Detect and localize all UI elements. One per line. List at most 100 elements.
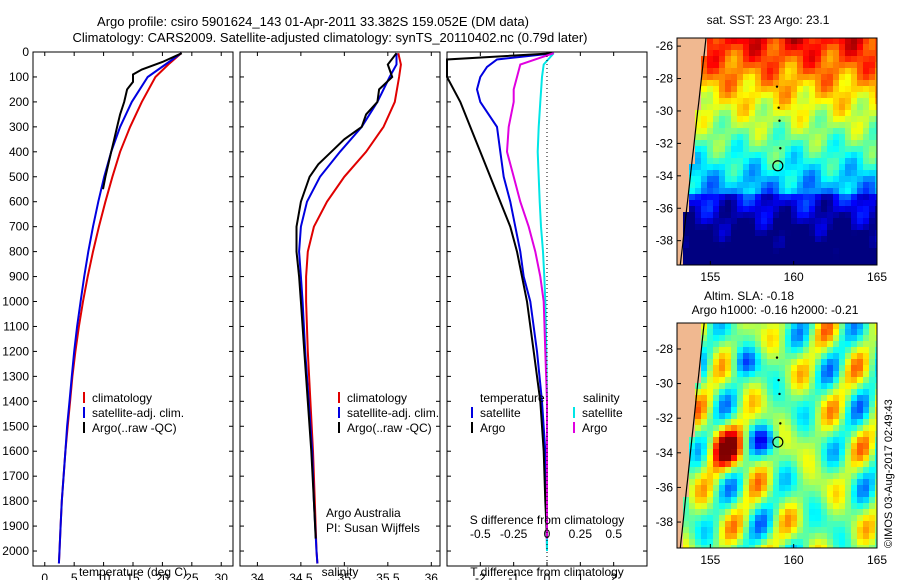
- heatmap-cell: [743, 158, 749, 164]
- heatmap-cell: [773, 335, 779, 341]
- heatmap-cell: [761, 128, 767, 134]
- heatmap-cell: [803, 68, 809, 74]
- heatmap-cell: [809, 134, 815, 140]
- heatmap-cell: [725, 260, 731, 265]
- heatmap-cell: [779, 503, 785, 509]
- heatmap-cell: [815, 449, 821, 455]
- heatmap-cell: [833, 230, 839, 236]
- heatmap-cell: [839, 437, 845, 443]
- heatmap-cell: [827, 146, 833, 152]
- y-tick-label: 900: [9, 270, 29, 284]
- heatmap-cell: [683, 455, 689, 461]
- heatmap-cell: [857, 449, 863, 455]
- heatmap-cell: [701, 224, 707, 230]
- heatmap-cell: [863, 62, 869, 68]
- heatmap-cell: [869, 182, 875, 188]
- heatmap-cell: [761, 50, 767, 56]
- heatmap-cell: [869, 497, 875, 503]
- heatmap-cell: [767, 176, 773, 182]
- heatmap-cell: [785, 407, 791, 413]
- heatmap-cell: [761, 194, 767, 200]
- heatmap-cell: [845, 164, 851, 170]
- heatmap-cell: [875, 146, 877, 152]
- heatmap-cell: [725, 479, 731, 485]
- heatmap-cell: [749, 329, 755, 335]
- heatmap-cell: [833, 431, 839, 437]
- heatmap-cell: [761, 497, 767, 503]
- heatmap-cell: [713, 206, 719, 212]
- heatmap-cell: [677, 449, 683, 455]
- heatmap-cell: [677, 44, 683, 50]
- heatmap-cell: [869, 539, 875, 545]
- heatmap-cell: [779, 152, 785, 158]
- heatmap-cell: [743, 467, 749, 473]
- heatmap-cell: [689, 50, 695, 56]
- heatmap-cell: [821, 170, 827, 176]
- heatmap-cell: [707, 419, 713, 425]
- heatmap-cell: [869, 200, 875, 206]
- heatmap-cell: [701, 242, 707, 248]
- heatmap-cell: [857, 200, 863, 206]
- heatmap-cell: [839, 230, 845, 236]
- heatmap-cell: [767, 236, 773, 242]
- heatmap-cell: [851, 104, 857, 110]
- heatmap-cell: [863, 395, 869, 401]
- heatmap-cell: [827, 170, 833, 176]
- heatmap-cell: [773, 110, 779, 116]
- heatmap-cell: [839, 347, 845, 353]
- heatmap-cell: [743, 383, 749, 389]
- heatmap-cell: [767, 182, 773, 188]
- heatmap-cell: [821, 527, 827, 533]
- heatmap-cell: [719, 158, 725, 164]
- heatmap-cell: [821, 485, 827, 491]
- heatmap-cell: [839, 461, 845, 467]
- heatmap-cell: [731, 515, 737, 521]
- heatmap-cell: [785, 122, 791, 128]
- heatmap-cell: [761, 335, 767, 341]
- heatmap-cell: [821, 443, 827, 449]
- heatmap-cell: [869, 473, 875, 479]
- heatmap-cell: [803, 44, 809, 50]
- heatmap-cell: [869, 371, 875, 377]
- heatmap-cell: [857, 146, 863, 152]
- heatmap-cell: [845, 224, 851, 230]
- heatmap-cell: [761, 365, 767, 371]
- heatmap-cell: [713, 389, 719, 395]
- heatmap-cell: [737, 407, 743, 413]
- heatmap-cell: [755, 44, 761, 50]
- heatmap-cell: [683, 38, 689, 44]
- heatmap-cell: [845, 401, 851, 407]
- heatmap-cell: [797, 527, 803, 533]
- heatmap-cell: [743, 509, 749, 515]
- heatmap-cell: [839, 80, 845, 86]
- heatmap-cell: [707, 248, 713, 254]
- heatmap-cell: [719, 533, 725, 539]
- heatmap-cell: [785, 236, 791, 242]
- heatmap-cell: [683, 467, 689, 473]
- heatmap-cell: [719, 146, 725, 152]
- heatmap-cell: [821, 134, 827, 140]
- heatmap-cell: [683, 176, 689, 182]
- y-tick-label: 700: [9, 220, 29, 234]
- heatmap-cell: [713, 443, 719, 449]
- heatmap-cell: [773, 455, 779, 461]
- legend-title-salinity: salinity: [583, 391, 620, 405]
- heatmap-cell: [809, 467, 815, 473]
- heatmap-cell: [827, 473, 833, 479]
- heatmap-cell: [767, 437, 773, 443]
- heatmap-cell: [773, 419, 779, 425]
- heatmap-cell: [863, 44, 869, 50]
- heatmap-cell: [827, 140, 833, 146]
- heatmap-cell: [797, 212, 803, 218]
- heatmap-cell: [857, 44, 863, 50]
- heatmap-cell: [779, 158, 785, 164]
- heatmap-cell: [731, 38, 737, 44]
- heatmap-cell: [767, 188, 773, 194]
- heatmap-cell: [731, 122, 737, 128]
- heatmap-cell: [839, 491, 845, 497]
- heatmap-cell: [737, 236, 743, 242]
- heatmap-cell: [791, 359, 797, 365]
- heatmap-cell: [851, 515, 857, 521]
- heatmap-cell: [683, 401, 689, 407]
- heatmap-cell: [875, 218, 877, 224]
